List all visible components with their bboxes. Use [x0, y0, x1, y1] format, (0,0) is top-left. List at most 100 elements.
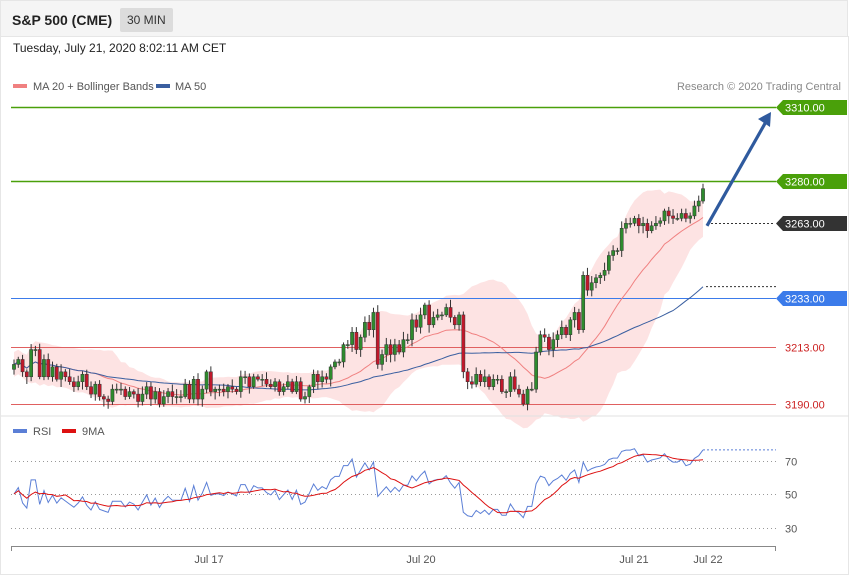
candle	[140, 386, 145, 406]
candle-body	[405, 339, 410, 341]
rsi-tick-label: 50	[785, 490, 797, 502]
candle	[333, 359, 337, 370]
candle-body	[666, 210, 671, 217]
candle	[414, 314, 419, 332]
candle-body	[521, 393, 526, 405]
candle	[251, 373, 256, 389]
candle-body	[632, 218, 637, 224]
candle-body	[80, 374, 85, 382]
candle	[410, 313, 414, 347]
candle	[29, 344, 33, 382]
candle-body	[131, 391, 136, 395]
candle-body	[311, 374, 316, 387]
candle	[393, 338, 397, 362]
candle-body	[611, 250, 615, 256]
candle	[298, 377, 303, 402]
candle	[286, 375, 290, 390]
candle-body	[337, 361, 342, 364]
candle	[320, 370, 324, 388]
candle-body	[487, 376, 491, 387]
candle-body	[410, 319, 414, 340]
datetime-stamp: Tuesday, July 21, 2020 8:02:11 AM CET	[13, 41, 227, 55]
candle-body	[153, 391, 158, 400]
candle-body	[559, 327, 564, 335]
candle	[452, 315, 457, 330]
candle	[607, 251, 611, 275]
candle	[256, 374, 260, 382]
candle-body	[457, 314, 461, 326]
candle	[268, 379, 273, 389]
candle	[67, 369, 72, 385]
candle-body	[33, 349, 38, 351]
chart-header: S&P 500 (CME) 30 MIN	[0, 0, 848, 36]
candle	[551, 332, 556, 358]
candle	[491, 374, 496, 391]
candle	[354, 327, 359, 355]
candle	[204, 369, 209, 394]
candle-body	[602, 270, 607, 276]
candle-body	[341, 344, 346, 363]
candle	[307, 384, 312, 404]
candle	[388, 339, 393, 363]
candle-body	[696, 200, 701, 207]
candle	[294, 376, 299, 395]
candle-body	[414, 319, 419, 328]
candle	[114, 383, 119, 394]
candle-body	[688, 215, 693, 219]
time-tick-label: Jul 17	[194, 554, 223, 566]
candle	[221, 383, 226, 397]
candle	[119, 382, 123, 396]
candle-body	[204, 371, 209, 390]
candle-body	[281, 386, 286, 392]
candle	[123, 386, 128, 400]
candlesticks	[12, 183, 705, 411]
candle-body	[581, 275, 586, 330]
candle-body	[393, 344, 397, 355]
candle	[89, 381, 93, 399]
candle-body	[277, 381, 282, 392]
candle	[500, 375, 504, 394]
candle-body	[29, 349, 33, 378]
candle	[598, 272, 603, 284]
candle-body	[114, 388, 119, 391]
candle	[542, 328, 547, 343]
candle	[427, 300, 431, 333]
candle-body	[354, 331, 359, 350]
time-tick-label: Jul 22	[693, 554, 722, 566]
candle-body	[187, 383, 192, 400]
candle-body	[444, 307, 449, 316]
candle-body	[662, 210, 667, 222]
candle	[615, 247, 620, 255]
candle	[478, 370, 483, 387]
candle	[521, 389, 526, 407]
candle-body	[465, 371, 470, 382]
candle	[50, 361, 55, 382]
candle	[153, 386, 158, 404]
candle-body	[50, 366, 55, 378]
candle-body	[123, 388, 128, 397]
candle	[517, 384, 521, 398]
candle-body	[517, 388, 521, 395]
candle	[482, 369, 487, 388]
candle	[183, 378, 188, 399]
candle-body	[380, 354, 384, 365]
timeframe-badge[interactable]: 30 MIN	[120, 8, 173, 32]
resistance-level-label: 3310.00	[785, 103, 825, 115]
candle	[658, 217, 663, 227]
candle-body	[384, 344, 389, 355]
ma9-legend-label: 9MA	[82, 426, 105, 438]
candle	[572, 306, 577, 328]
candle-body	[166, 391, 170, 397]
chart-frame	[0, 36, 849, 575]
pivot-level-tag	[776, 291, 847, 306]
candle	[230, 379, 235, 393]
candle	[470, 376, 474, 389]
candle	[196, 373, 200, 406]
candle-body	[102, 396, 106, 400]
candle-body	[461, 314, 466, 373]
candle	[200, 385, 205, 407]
candle	[701, 183, 705, 204]
candle-body	[217, 388, 222, 391]
candle-body	[144, 386, 149, 395]
instrument-title: S&P 500 (CME)	[12, 12, 113, 28]
